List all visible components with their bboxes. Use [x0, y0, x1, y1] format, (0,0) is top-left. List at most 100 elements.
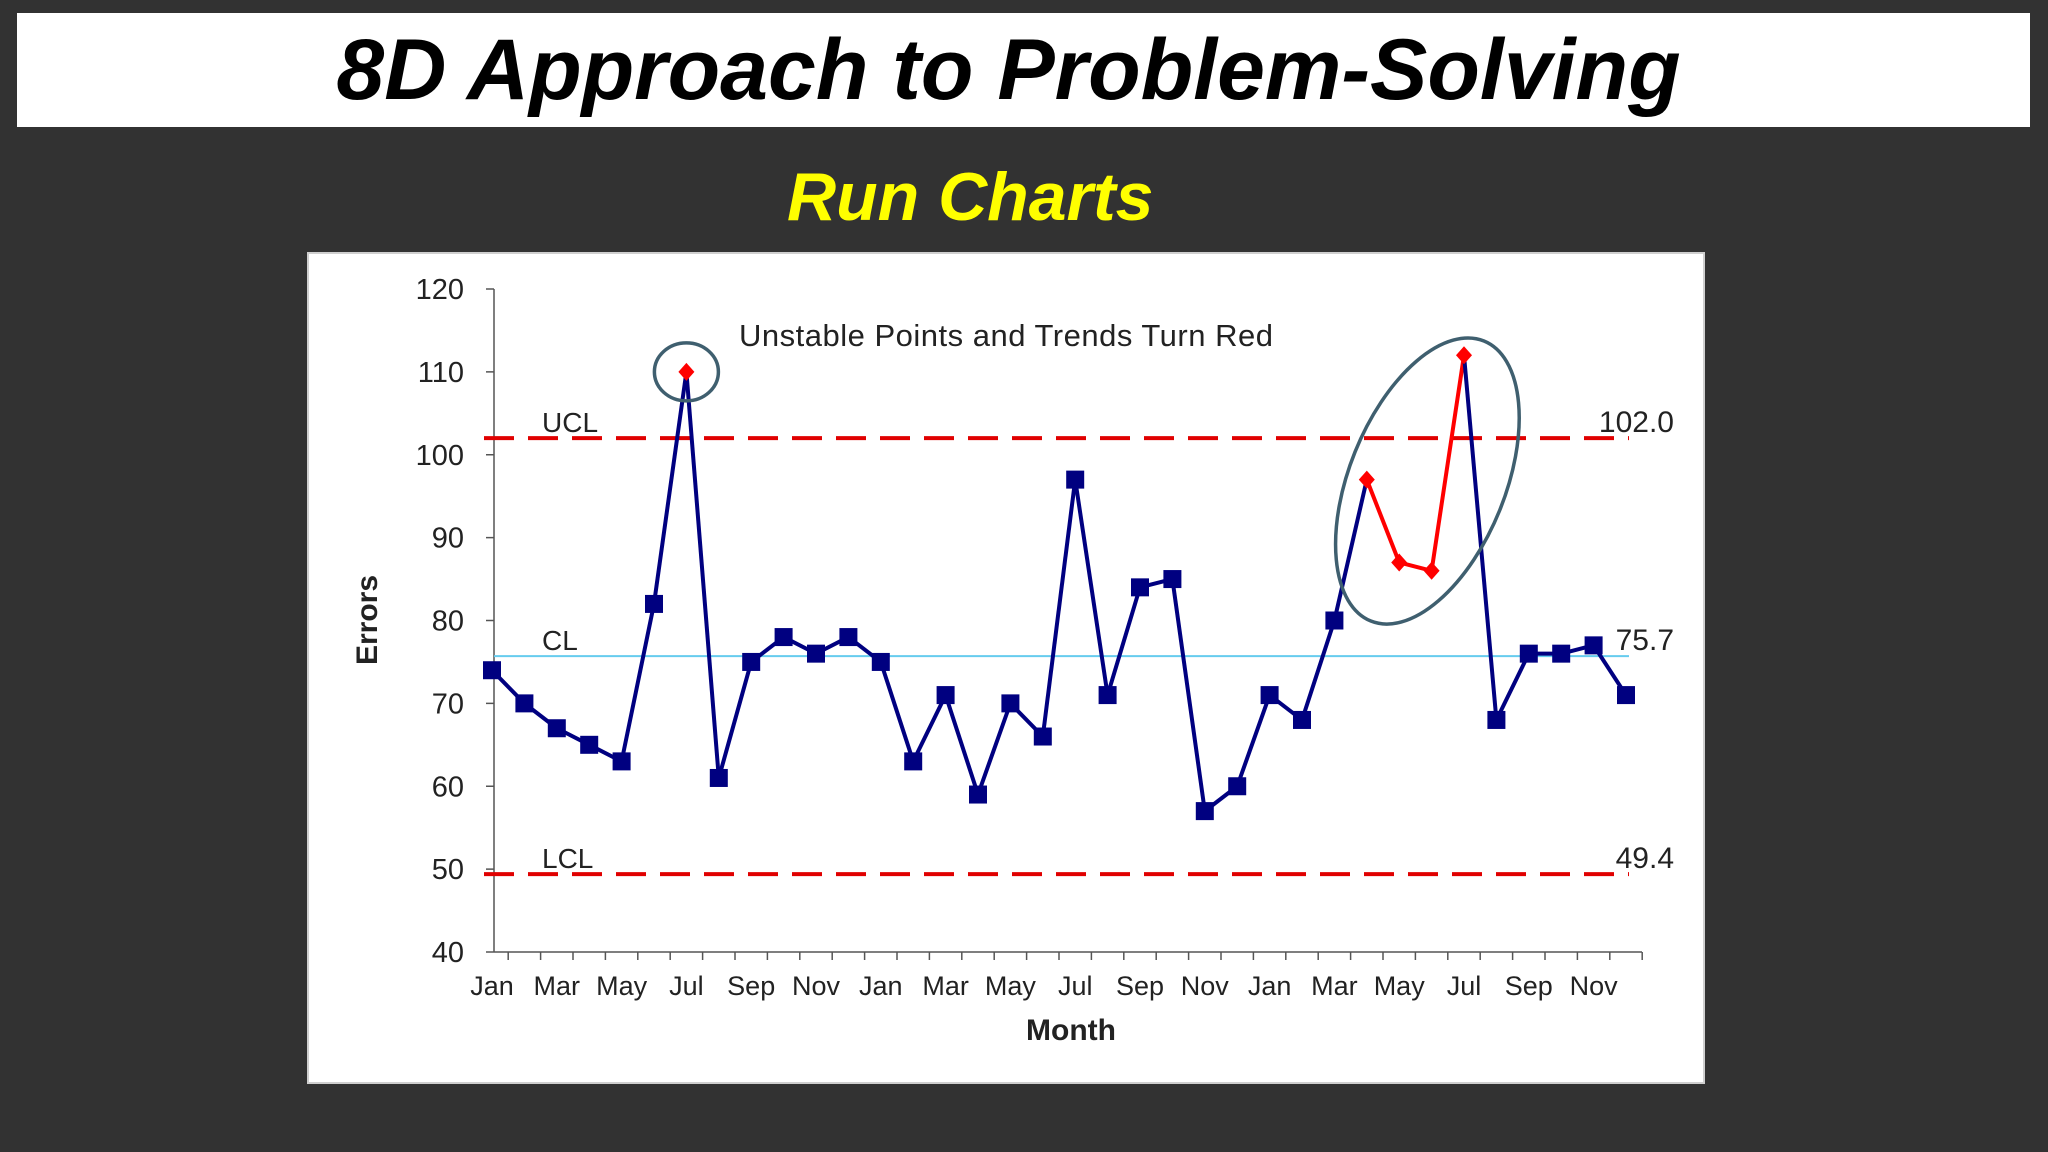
- x-tick-label: Jul: [1058, 971, 1093, 1001]
- y-tick-label: 50: [432, 854, 464, 886]
- y-tick-label: 110: [418, 357, 464, 389]
- x-tick-label: Jan: [1248, 971, 1292, 1001]
- cl-label: CL: [542, 625, 578, 656]
- data-point: [1033, 727, 1052, 746]
- annotation-text: Unstable Points and Trends Turn Red: [739, 318, 1273, 353]
- y-tick-label: 100: [416, 440, 464, 472]
- data-point: [1195, 802, 1214, 821]
- series-segment: [1332, 479, 1369, 621]
- control-lines: UCL CL LCL 102.0 75.7 49.4: [484, 406, 1674, 877]
- data-point: [515, 694, 534, 713]
- x-tick-label: Jan: [470, 971, 514, 1001]
- series-segment: [716, 661, 754, 779]
- data-series: [483, 346, 1635, 821]
- data-point: [580, 735, 599, 754]
- series-segment: [619, 603, 656, 762]
- series-segment: [878, 661, 916, 763]
- data-point: [1228, 777, 1247, 796]
- series-segment: [911, 694, 948, 763]
- cl-value-label: 75.7: [1616, 624, 1674, 657]
- series-segment: [1235, 694, 1272, 787]
- run-chart: 40 50 60 70 80 90 100 110 120 Jan Mar May Jul Sep Nov J…: [351, 274, 1674, 1047]
- data-point: [1260, 686, 1279, 705]
- data-point: [807, 644, 825, 663]
- lcl-value-label: 49.4: [1616, 842, 1674, 875]
- series-segment: [652, 371, 689, 605]
- data-point: [1131, 578, 1149, 597]
- highlight-ellipse: [652, 341, 721, 403]
- slide-title: 8D Approach to Problem-Solving: [336, 21, 1681, 118]
- series-segment: [976, 702, 1013, 796]
- trend-segment: [1429, 355, 1466, 572]
- data-point: [1066, 470, 1085, 489]
- y-tick-label: 80: [432, 606, 464, 638]
- unstable-point: [1358, 470, 1375, 489]
- x-tick-label: May: [985, 971, 1037, 1001]
- series-segment: [943, 694, 980, 796]
- data-point: [871, 652, 890, 671]
- data-point: [483, 661, 501, 680]
- x-axis-title: Month: [1026, 1014, 1116, 1047]
- title-bar: 8D Approach to Problem-Solving: [17, 13, 2030, 127]
- series-segment: [684, 371, 721, 779]
- unstable-point: [678, 362, 695, 381]
- x-tick-label: Mar: [534, 971, 581, 1001]
- data-point: [1617, 686, 1635, 705]
- series-segment: [1494, 652, 1531, 721]
- series-segment: [1073, 479, 1110, 696]
- x-tick-label: Sep: [1116, 971, 1164, 1001]
- data-point: [1519, 644, 1538, 663]
- ucl-value-label: 102.0: [1599, 406, 1674, 439]
- data-point: [742, 652, 761, 671]
- x-tick-label: Sep: [1505, 971, 1553, 1001]
- annotations: Unstable Points and Trends Turn Red: [652, 318, 1521, 626]
- data-point: [969, 785, 987, 804]
- data-point: [904, 752, 923, 771]
- y-tick-label: 90: [432, 523, 464, 555]
- series-segment: [1170, 578, 1207, 812]
- x-tick-label: May: [1374, 971, 1426, 1001]
- unstable-point: [1423, 561, 1440, 580]
- data-point: [774, 628, 793, 647]
- unstable-point: [1456, 346, 1472, 365]
- y-tick-label: 40: [432, 937, 464, 969]
- data-point: [1584, 636, 1603, 655]
- series-segment: [1040, 479, 1078, 737]
- y-axis-title: Errors: [351, 575, 384, 665]
- y-tick-label: 60: [432, 771, 464, 803]
- x-tick-label: Mar: [922, 971, 969, 1001]
- slide-subtitle: Run Charts: [787, 159, 1154, 235]
- series-segment: [1300, 619, 1337, 721]
- y-tick-label: 70: [432, 688, 464, 720]
- data-point: [645, 594, 663, 613]
- x-tick-label: Mar: [1311, 971, 1358, 1001]
- data-point: [839, 628, 858, 647]
- chart-panel: 40 50 60 70 80 90 100 110 120 Jan Mar May Jul Sep Nov J…: [307, 252, 1705, 1084]
- x-tick-label: May: [596, 971, 648, 1001]
- data-point: [1293, 710, 1311, 729]
- x-tick-label: Jul: [669, 971, 704, 1001]
- lcl-label: LCL: [542, 843, 593, 874]
- y-tick-label: 120: [416, 274, 464, 306]
- unstable-point: [1391, 553, 1408, 572]
- highlight-ellipse: [1333, 336, 1521, 626]
- x-tick-label: Nov: [1181, 971, 1230, 1001]
- data-point: [1325, 611, 1344, 630]
- series-segment: [1462, 355, 1499, 721]
- chart-axes: 40 50 60 70 80 90 100 110 120 Jan Mar May Jul Sep Nov J…: [351, 274, 1643, 1047]
- data-point: [1098, 686, 1117, 705]
- data-point: [1552, 644, 1571, 663]
- x-tick-label: Nov: [792, 971, 841, 1001]
- data-point: [709, 768, 728, 787]
- x-tick-label: Jan: [859, 971, 903, 1001]
- x-tick-label: Jul: [1447, 971, 1482, 1001]
- data-point: [1487, 710, 1506, 729]
- trend-segment: [1364, 478, 1402, 564]
- x-tick-label: Sep: [727, 971, 775, 1001]
- data-point: [1001, 694, 1020, 713]
- data-point: [547, 719, 566, 738]
- ucl-label: UCL: [542, 407, 598, 438]
- x-tick-label: Nov: [1570, 971, 1619, 1001]
- series-segment: [1105, 586, 1142, 696]
- data-point: [1163, 570, 1182, 589]
